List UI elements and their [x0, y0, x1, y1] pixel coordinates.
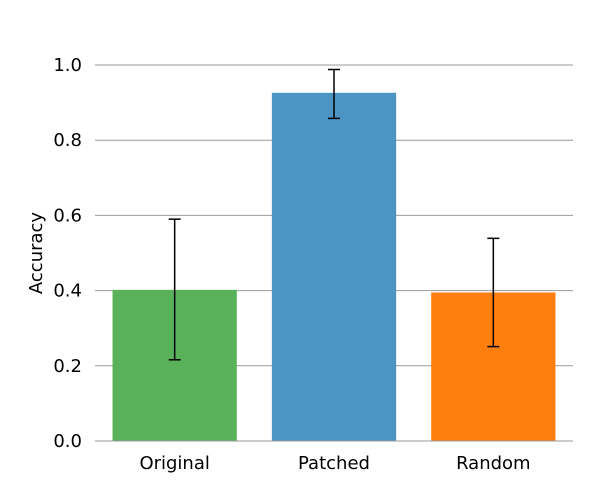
y-tick-label-0.0: 0.0	[53, 431, 82, 452]
error-bar-random	[487, 237, 500, 348]
error-bar-patched	[328, 68, 340, 120]
y-tick-label-0.4: 0.4	[53, 281, 82, 302]
y-tick-label-0.2: 0.2	[53, 356, 82, 377]
x-tick-label-patched: Patched	[298, 453, 370, 474]
y-axis-label: Accuracy	[26, 212, 47, 295]
y-tick-label-1.0: 1.0	[53, 55, 82, 76]
y-tick-label-0.6: 0.6	[53, 205, 82, 226]
x-tick-label-random: Random	[456, 453, 531, 474]
x-tick-label-original: Original	[139, 453, 209, 474]
x-tick-labels: Original Patched Random	[139, 453, 530, 474]
y-tick-label-0.8: 0.8	[53, 130, 82, 151]
error-bar-original	[168, 218, 181, 361]
y-tick-labels: 0.0 0.2 0.4 0.6 0.8 1.0	[53, 55, 82, 452]
bars	[112, 92, 556, 441]
error-bars	[168, 68, 500, 361]
bar-patched	[271, 92, 397, 441]
